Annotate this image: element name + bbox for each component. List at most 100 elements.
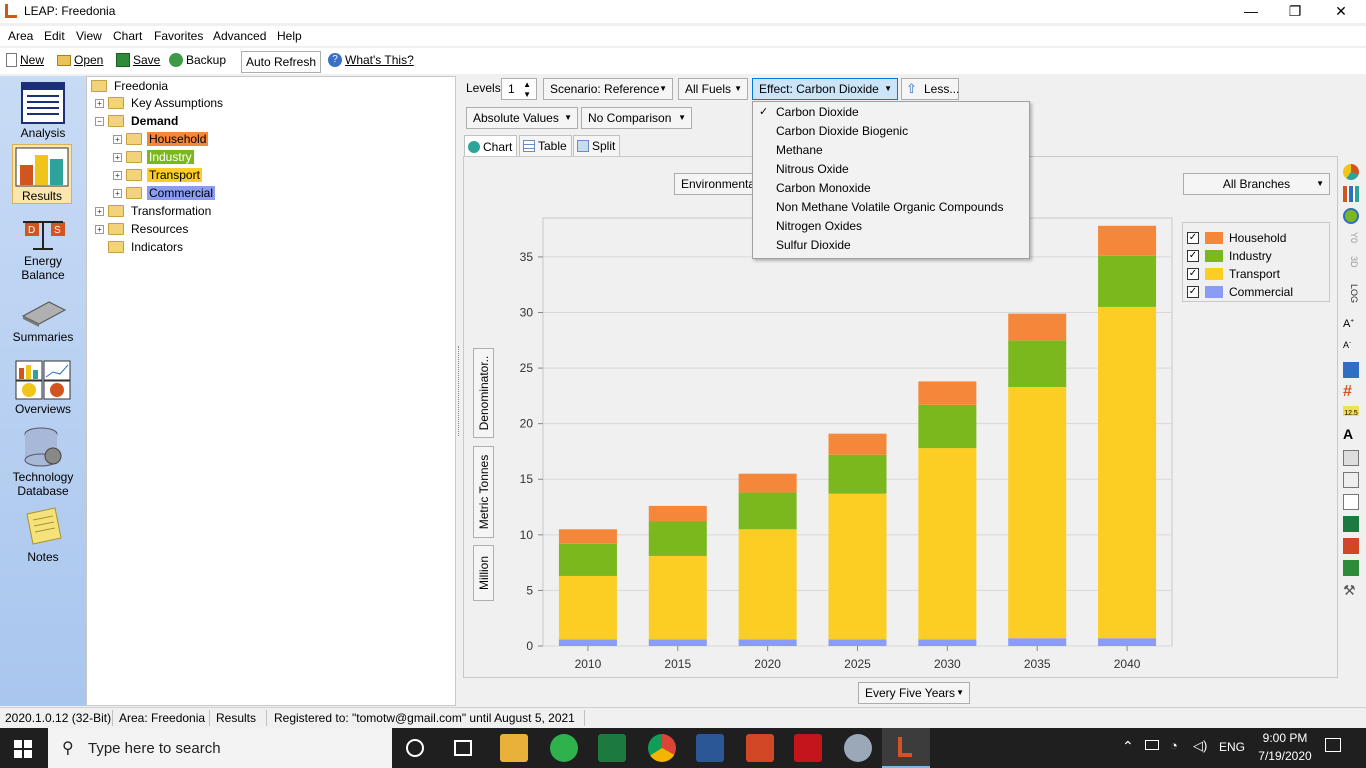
- volume-icon[interactable]: ◁): [1193, 738, 1208, 753]
- save-chart-icon[interactable]: [1343, 560, 1359, 576]
- tree-item-resources[interactable]: + Resources: [95, 220, 190, 238]
- interval-dropdown[interactable]: Every Five Years ▼: [858, 682, 970, 704]
- scenario-dropdown[interactable]: Scenario: Reference ▼: [543, 78, 673, 100]
- tree-item-transport[interactable]: + Transport: [113, 166, 202, 184]
- color-palette-icon[interactable]: [1343, 208, 1359, 224]
- menu-edit[interactable]: Edit: [44, 29, 65, 43]
- font-larger-icon[interactable]: A+: [1343, 318, 1354, 330]
- denominator-tab[interactable]: Denominator..: [473, 348, 494, 438]
- menu-help[interactable]: Help: [277, 29, 302, 43]
- tree-item-key-assumptions[interactable]: + Key Assumptions: [95, 94, 225, 112]
- taskbar-search-box[interactable]: ⚲ Type here to search: [48, 728, 392, 768]
- menu-item-nitrous-oxide[interactable]: Nitrous Oxide: [776, 162, 849, 176]
- notifications-icon[interactable]: [1325, 738, 1341, 752]
- file-explorer-icon[interactable]: [500, 734, 528, 762]
- levels-spinner[interactable]: 1 ▲ ▼: [501, 78, 537, 100]
- tree-item-household[interactable]: + Household: [113, 130, 209, 148]
- legend-item-transport[interactable]: ✓ Transport: [1187, 267, 1280, 281]
- nav-notes[interactable]: Notes: [4, 506, 82, 564]
- tray-chevron-icon[interactable]: ⌃: [1122, 738, 1134, 754]
- auto-refresh-button[interactable]: Auto Refresh: [241, 51, 321, 73]
- backup-button[interactable]: Backup: [169, 53, 226, 67]
- expand-icon[interactable]: +: [95, 224, 104, 234]
- new-button[interactable]: New: [6, 53, 44, 67]
- nav-summaries[interactable]: Summaries: [4, 298, 82, 350]
- copy-icon[interactable]: [1343, 450, 1359, 466]
- menu-view[interactable]: View: [76, 29, 102, 43]
- number-format-icon[interactable]: 12.5: [1343, 406, 1359, 417]
- branches-dropdown[interactable]: All Branches ▼: [1183, 173, 1330, 195]
- nav-energy-balance[interactable]: D S Energy Balance: [4, 218, 82, 284]
- expand-icon[interactable]: +: [113, 188, 122, 198]
- excel-icon[interactable]: [1343, 516, 1359, 532]
- checkbox-checked-icon[interactable]: ✓: [1187, 232, 1199, 244]
- settings-wrench-icon[interactable]: ⚒: [1343, 582, 1356, 598]
- menu-item-carbon-dioxide[interactable]: Carbon Dioxide: [776, 105, 859, 119]
- acrobat-icon[interactable]: [794, 734, 822, 762]
- expand-icon[interactable]: +: [95, 98, 104, 108]
- menu-item-carbon-monoxide[interactable]: Carbon Monoxide: [776, 181, 871, 195]
- scale-tab[interactable]: Million: [473, 545, 494, 601]
- whatsapp-icon[interactable]: [550, 734, 578, 762]
- bar-chart-icon[interactable]: [1343, 186, 1359, 202]
- legend-item-commercial[interactable]: ✓ Commercial: [1187, 285, 1294, 299]
- tree-root[interactable]: Freedonia: [91, 77, 170, 95]
- menu-favorites[interactable]: Favorites: [154, 29, 204, 43]
- units-tab[interactable]: Metric Tonnes: [473, 446, 494, 538]
- print-icon[interactable]: [1343, 472, 1359, 488]
- close-button[interactable]: ✕: [1335, 3, 1347, 19]
- chart-style-icon[interactable]: [1343, 362, 1359, 378]
- task-view-icon[interactable]: [454, 740, 472, 756]
- export-icon[interactable]: [1343, 494, 1359, 510]
- tree-item-transformation[interactable]: + Transformation: [95, 202, 213, 220]
- tree-item-indicators[interactable]: Indicators: [108, 238, 185, 256]
- menu-area[interactable]: Area: [8, 29, 34, 43]
- 3d-icon[interactable]: 3D: [1349, 256, 1359, 268]
- excel-app-icon[interactable]: [598, 734, 626, 762]
- menu-item-carbon-dioxide-biogenic[interactable]: Carbon Dioxide Biogenic: [776, 124, 909, 138]
- windows-start-icon[interactable]: [14, 740, 32, 758]
- open-button[interactable]: Open: [57, 53, 103, 67]
- log-scale-icon[interactable]: LOG: [1349, 284, 1359, 304]
- tab-chart[interactable]: Chart: [464, 135, 518, 158]
- grid-icon[interactable]: #: [1343, 383, 1352, 400]
- y0-icon[interactable]: Y0: [1349, 232, 1359, 244]
- menu-advanced[interactable]: Advanced: [213, 29, 267, 43]
- expand-icon[interactable]: +: [113, 134, 122, 144]
- save-button[interactable]: Save: [116, 53, 160, 67]
- clock-date[interactable]: 7/19/2020: [1258, 749, 1312, 763]
- tab-split[interactable]: Split: [573, 135, 621, 157]
- fuels-dropdown[interactable]: All Fuels ▼: [678, 78, 748, 100]
- menu-item-sulfur-dioxide[interactable]: Sulfur Dioxide: [776, 238, 851, 252]
- battery-icon[interactable]: [1145, 740, 1159, 750]
- checkbox-checked-icon[interactable]: ✓: [1187, 286, 1199, 298]
- comparison-dropdown[interactable]: No Comparison ▼: [581, 107, 692, 129]
- font-smaller-icon[interactable]: A-: [1343, 340, 1352, 350]
- nav-analysis[interactable]: Analysis: [4, 82, 82, 142]
- spinner-arrows-icon[interactable]: ▲ ▼: [523, 80, 531, 99]
- wifi-icon[interactable]: ◔: [1170, 738, 1178, 753]
- expand-icon[interactable]: +: [113, 152, 122, 162]
- menu-item-nitrogen-oxides[interactable]: Nitrogen Oxides: [776, 219, 863, 233]
- expand-icon[interactable]: +: [113, 170, 122, 180]
- menu-item-nmvoc[interactable]: Non Methane Volatile Organic Compounds: [776, 200, 1004, 214]
- nav-overviews[interactable]: Overviews: [4, 360, 82, 416]
- expand-icon[interactable]: +: [95, 206, 104, 216]
- pie-chart-icon[interactable]: [1343, 164, 1359, 180]
- cortana-icon[interactable]: [406, 739, 424, 757]
- font-icon[interactable]: A: [1343, 426, 1354, 442]
- powerpoint-app-icon[interactable]: [746, 734, 774, 762]
- menu-item-methane[interactable]: Methane: [776, 143, 823, 157]
- environment-dropdown[interactable]: Environmental: [674, 173, 756, 195]
- legend-item-industry[interactable]: ✓ Industry: [1187, 249, 1272, 263]
- menu-chart[interactable]: Chart: [113, 29, 143, 43]
- paint-icon[interactable]: [844, 734, 872, 762]
- word-app-icon[interactable]: [696, 734, 724, 762]
- nav-results[interactable]: Results: [12, 144, 72, 204]
- values-dropdown[interactable]: Absolute Values ▼: [466, 107, 578, 129]
- less-button[interactable]: ⇧ Less...: [901, 78, 959, 100]
- clock-time[interactable]: 9:00 PM: [1262, 731, 1308, 745]
- splitter[interactable]: [456, 76, 464, 706]
- checkbox-checked-icon[interactable]: ✓: [1187, 250, 1199, 262]
- whats-this-button[interactable]: ? What's This?: [328, 53, 414, 67]
